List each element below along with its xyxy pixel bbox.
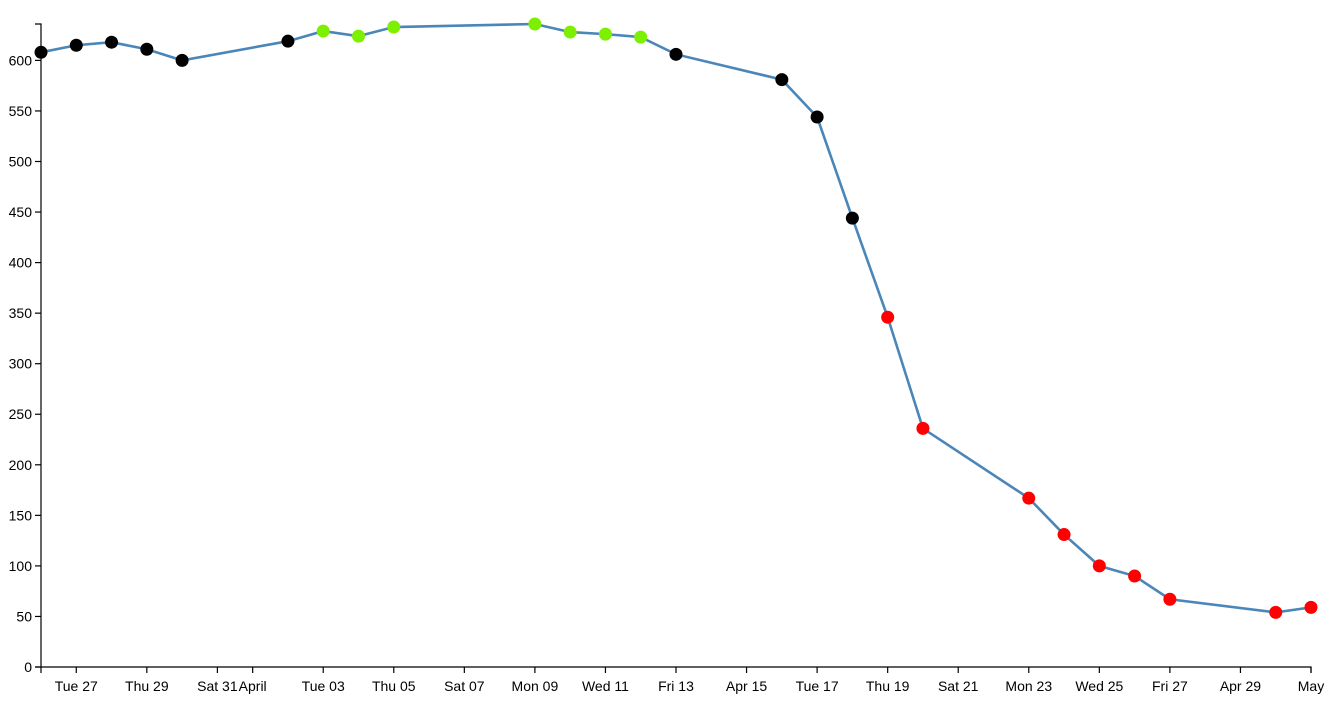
data-point [1057,528,1071,542]
data-point [563,25,577,39]
data-point [916,421,930,435]
y-tick-label: 0 [24,659,32,675]
data-point [352,29,365,43]
data-point [105,35,119,49]
data-point [316,24,330,38]
y-tick-label: 350 [9,305,33,321]
data-point [881,310,895,324]
x-tick-label: Thu 05 [372,678,416,694]
y-tick-label: 450 [9,204,33,220]
x-tick-label: Sat 07 [444,678,485,694]
y-tick-label: 200 [9,457,33,473]
data-point [1092,559,1106,573]
x-tick-label: Sat 21 [938,678,979,694]
y-axis-line [35,23,42,668]
data-point [34,45,48,59]
data-point [387,20,401,34]
x-tick-label: Thu 29 [125,678,169,694]
y-tick-label: 150 [9,507,33,523]
x-tick-label: Wed 11 [582,678,629,694]
y-tick-label: 500 [9,153,33,169]
x-tick-label: Wed 25 [1075,678,1123,694]
data-point [598,27,612,41]
x-tick-label: Thu 19 [866,678,910,694]
y-tick-label: 600 [9,52,33,68]
plot-area [34,17,1318,619]
data-point [281,34,295,48]
data-point [669,47,683,61]
data-point [634,30,648,44]
data-point [1269,605,1283,619]
data-point [528,17,542,31]
x-tick-label: Tue 17 [796,678,839,694]
x-tick-label: April [239,678,267,694]
y-tick-label: 300 [9,356,33,372]
y-axis: 0 50 100 150 200 250 300 350 400 450 500 550 600 [9,23,42,675]
data-point [140,42,154,56]
x-axis: Tue 27 Thu 29 Sat 31 April Tue 03 Thu 05 Sat 0… [40,666,1324,694]
x-tick-label: Sat 31 [197,678,238,694]
y-tick-label: 100 [9,558,33,574]
y-tick-label: 250 [9,406,33,422]
data-point [1022,491,1036,505]
x-tick-label: Tue 03 [302,678,345,694]
y-tick-label: 50 [16,608,32,624]
data-point [775,73,789,87]
data-point [1163,592,1177,606]
x-tick-label: May [1298,678,1324,694]
x-tick-label: Apr 15 [726,678,767,694]
y-tick-label: 550 [9,103,33,119]
data-point [810,110,824,124]
x-tick-label: Fri 27 [1152,678,1188,694]
x-tick-label: Mon 09 [512,678,559,694]
data-point [1128,569,1142,583]
y-tick-label: 400 [9,255,33,271]
data-point [175,53,189,67]
x-tick-label: Tue 27 [55,678,98,694]
data-point [69,38,83,52]
x-tick-label: Fri 13 [658,678,694,694]
data-point [1304,600,1318,614]
x-tick-label: Apr 29 [1220,678,1261,694]
x-tick-label: Mon 23 [1005,678,1052,694]
series-line [40,22,1312,614]
data-point [845,211,859,225]
